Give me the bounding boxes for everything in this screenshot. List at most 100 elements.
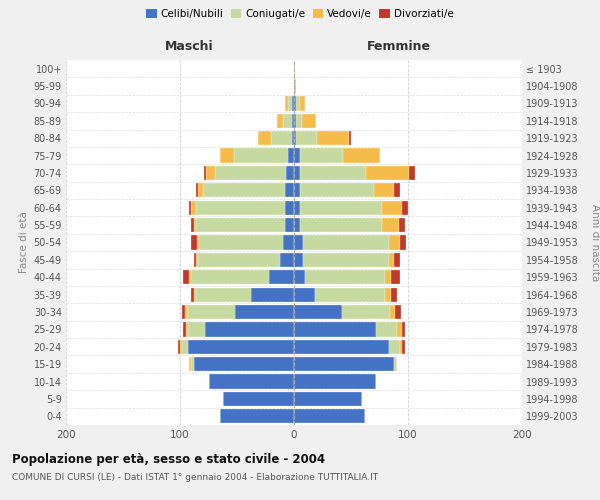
Bar <box>289 96 292 110</box>
Bar <box>196 288 251 302</box>
Bar <box>186 322 188 336</box>
Bar <box>196 218 285 232</box>
Bar <box>382 218 399 232</box>
Bar <box>403 340 404 354</box>
Bar <box>303 253 389 267</box>
Bar <box>198 253 280 267</box>
Bar <box>182 340 188 354</box>
Bar <box>403 322 404 336</box>
Bar <box>280 253 294 267</box>
Bar <box>366 166 409 180</box>
Bar <box>189 200 191 215</box>
Bar <box>215 166 286 180</box>
Bar <box>271 131 292 146</box>
Bar <box>191 357 194 372</box>
Bar <box>303 236 389 250</box>
Bar <box>196 200 285 215</box>
Bar <box>374 183 394 198</box>
Bar <box>285 183 294 198</box>
Bar <box>285 218 294 232</box>
Bar <box>296 131 317 146</box>
Bar <box>294 253 303 267</box>
Bar <box>300 148 343 162</box>
Bar <box>189 357 191 372</box>
Bar <box>400 340 402 354</box>
Bar <box>296 96 300 110</box>
Bar <box>233 148 289 162</box>
Bar <box>395 305 401 319</box>
Y-axis label: Fasce di età: Fasce di età <box>19 212 29 274</box>
Y-axis label: Anni di nascita: Anni di nascita <box>590 204 600 281</box>
Bar <box>206 166 215 180</box>
Bar <box>199 236 283 250</box>
Bar <box>220 148 233 162</box>
Bar <box>294 148 300 162</box>
Bar <box>188 322 205 336</box>
Bar <box>294 62 295 76</box>
Legend: Celibi/Nubili, Coniugati/e, Vedovi/e, Divorziati/e: Celibi/Nubili, Coniugati/e, Vedovi/e, Di… <box>142 5 458 24</box>
Bar <box>223 392 294 406</box>
Bar <box>294 96 296 110</box>
Bar <box>191 288 194 302</box>
Bar <box>314 288 385 302</box>
Bar <box>203 183 285 198</box>
Bar <box>294 166 300 180</box>
Bar <box>317 131 349 146</box>
Bar <box>194 288 196 302</box>
Bar <box>191 236 197 250</box>
Bar <box>184 322 186 336</box>
Bar <box>185 305 187 319</box>
Bar <box>300 218 382 232</box>
Bar <box>391 270 400 284</box>
Bar <box>285 200 294 215</box>
Bar <box>403 200 408 215</box>
Bar <box>292 114 294 128</box>
Bar <box>196 253 198 267</box>
Bar <box>294 392 362 406</box>
Bar <box>300 200 382 215</box>
Bar <box>409 166 415 180</box>
Bar <box>294 340 389 354</box>
Bar <box>204 166 206 180</box>
Bar <box>285 96 289 110</box>
Bar <box>180 340 182 354</box>
Bar <box>294 236 303 250</box>
Bar <box>197 236 199 250</box>
Bar <box>294 409 365 424</box>
Text: Maschi: Maschi <box>165 40 214 52</box>
Bar <box>394 357 397 372</box>
Bar <box>300 166 366 180</box>
Bar <box>294 218 300 232</box>
Bar <box>294 200 300 215</box>
Bar <box>400 236 406 250</box>
Text: COMUNE DI CURSI (LE) - Dati ISTAT 1° gennaio 2004 - Elaborazione TUTTITALIA.IT: COMUNE DI CURSI (LE) - Dati ISTAT 1° gen… <box>12 474 378 482</box>
Bar <box>292 131 294 146</box>
Bar <box>389 253 394 267</box>
Bar <box>294 114 296 128</box>
Bar <box>277 114 283 128</box>
Bar <box>399 218 404 232</box>
Bar <box>389 236 400 250</box>
Bar <box>294 374 376 388</box>
Bar <box>189 270 191 284</box>
Bar <box>385 270 391 284</box>
Bar <box>251 288 294 302</box>
Bar <box>300 96 305 110</box>
Bar <box>182 305 185 319</box>
Bar <box>294 270 305 284</box>
Bar <box>389 340 400 354</box>
Bar <box>283 114 292 128</box>
Bar <box>187 305 235 319</box>
Text: Femmine: Femmine <box>367 40 431 52</box>
Bar <box>390 305 395 319</box>
Bar <box>286 166 294 180</box>
Bar <box>289 148 294 162</box>
Bar <box>235 305 294 319</box>
Bar <box>198 183 203 198</box>
Bar <box>194 253 196 267</box>
Bar <box>191 270 269 284</box>
Bar <box>196 183 198 198</box>
Bar <box>385 288 391 302</box>
Bar <box>342 305 390 319</box>
Bar <box>294 131 296 146</box>
